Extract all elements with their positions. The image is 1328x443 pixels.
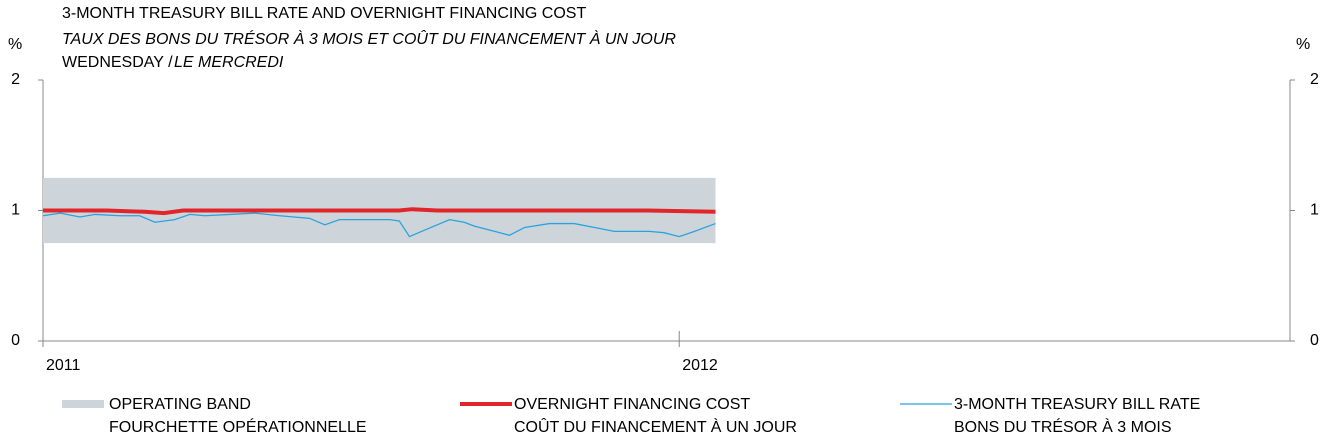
- y-axis-label: %: [8, 36, 22, 53]
- chart-subtitle: TAUX DES BONS DU TRÉSOR À 3 MOIS ET COÛT…: [62, 29, 676, 48]
- x-tick-label: 2012: [682, 357, 718, 374]
- y2-axis-label: %: [1296, 36, 1310, 53]
- y-tick-label: 2: [11, 71, 20, 88]
- note: WEDNESDAY /: [62, 54, 173, 71]
- series-line: [42, 212, 716, 238]
- chart-title: 3-MONTH TREASURY BILL RATE AND OVERNIGHT…: [62, 5, 586, 22]
- legend-label: BONS DU TRÉSOR À 3 MOIS: [954, 417, 1172, 436]
- series-line: [43, 207, 716, 216]
- y2-tick-label: 2: [1310, 71, 1319, 88]
- y-tick-label: 0: [11, 332, 20, 349]
- y2-tick-label: 1: [1310, 202, 1319, 219]
- legend-label: OPERATING BAND: [109, 396, 251, 413]
- note-fr: LE MERCREDI: [174, 54, 284, 71]
- legend-label: COÛT DU FINANCEMENT À UN JOUR: [514, 417, 797, 436]
- legend-label: OVERNIGHT FINANCING COST: [514, 396, 750, 413]
- y2-tick-label: 0: [1310, 332, 1319, 349]
- legend-swatch: [62, 400, 104, 408]
- y-tick-label: 1: [11, 202, 20, 219]
- legend-label: FOURCHETTE OPÉRATIONNELLE: [109, 417, 367, 436]
- x-tick-label: 2011: [46, 357, 81, 374]
- legend-label: 3-MONTH TREASURY BILL RATE: [954, 396, 1200, 413]
